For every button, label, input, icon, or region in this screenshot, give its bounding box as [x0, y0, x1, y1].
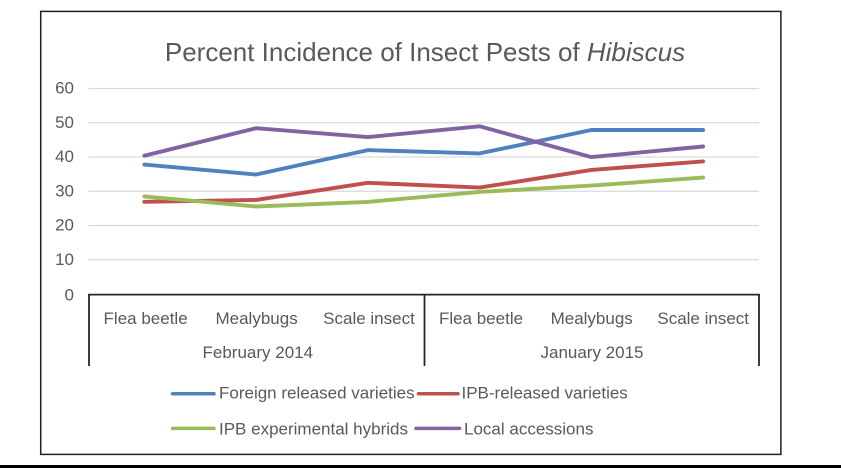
svg-text:60: 60 — [55, 79, 74, 98]
svg-text:Foreign released varieties: Foreign released varieties — [219, 384, 415, 403]
svg-text:Mealybugs: Mealybugs — [551, 309, 633, 328]
svg-text:Scale insect: Scale insect — [657, 309, 749, 328]
svg-text:40: 40 — [55, 147, 74, 166]
svg-text:50: 50 — [55, 113, 74, 132]
svg-text:10: 10 — [55, 250, 74, 269]
svg-text:IPB experimental hybrids: IPB experimental hybrids — [219, 420, 408, 439]
svg-text:Flea beetle: Flea beetle — [439, 309, 523, 328]
svg-text:IPB-released varieties: IPB-released varieties — [462, 384, 628, 403]
svg-text:Percent Incidence of Insect Pe: Percent Incidence of Insect Pests of Hib… — [165, 37, 685, 67]
svg-text:Mealybugs: Mealybugs — [215, 309, 297, 328]
svg-text:January 2015: January 2015 — [540, 343, 643, 362]
svg-text:30: 30 — [55, 181, 74, 200]
svg-text:0: 0 — [65, 286, 74, 305]
svg-text:Scale insect: Scale insect — [323, 309, 415, 328]
svg-text:Flea beetle: Flea beetle — [104, 309, 188, 328]
svg-text:20: 20 — [55, 216, 74, 235]
svg-text:February 2014: February 2014 — [203, 343, 314, 362]
svg-text:Local accessions: Local accessions — [464, 420, 593, 439]
